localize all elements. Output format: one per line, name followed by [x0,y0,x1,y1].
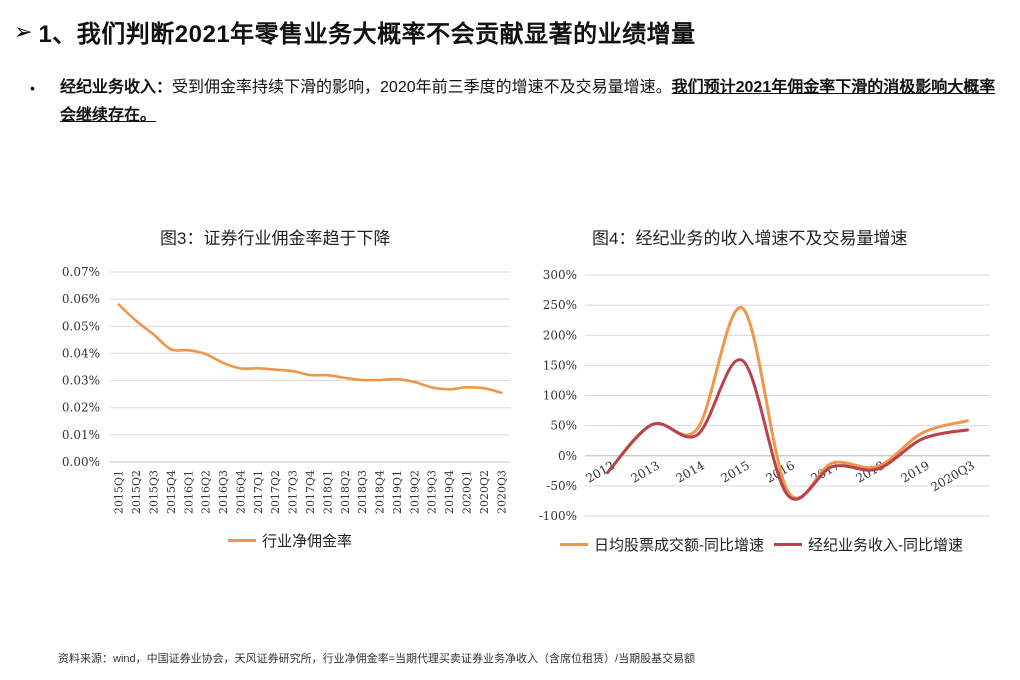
chart1-xtick-label: 2018Q1 [321,470,334,514]
chart2-legend: 日均股票成交额-同比增速 经纪业务收入-同比增速 [560,534,963,555]
bullet-emphasis: 我们预计2021年佣金率下滑的消极影响大概率会继续存在。 [60,79,996,124]
chart1-xtick-label: 2016Q3 [217,470,230,514]
chart2-legend-swatch-b [774,543,802,546]
chart2-xtick-label: 2020Q3 [928,458,977,494]
chart2-xtick-label: 2014 [674,458,708,486]
chart2-xtick-label: 2018 [854,458,887,485]
chart1-xtick-label: 2017Q1 [252,470,265,514]
chart1-ytick-label: 0.07% [62,265,100,279]
chart1-svg: 0.07% 0.06% 0.05% 0.04% 0.03% 0.02% 0.01% 0.00%… [62,265,510,514]
chart1-series-line [117,303,503,395]
chart2-ytick-label: 100% [543,389,577,403]
chart1-ytick-label: 0.04% [62,346,100,360]
chart1-xtick-label: 2016Q4 [234,470,247,514]
chart2-series-line-income [606,358,969,501]
bullet-paragraph: • 经纪业务收入：受到佣金率持续下滑的影响，2020年前三季度的增速不及交易量增… [30,74,1000,130]
chart1-xtick-label: 2015Q3 [147,470,160,514]
bullet-label: 经纪业务收入： [60,79,173,96]
chart1-xtick-label: 2019Q1 [391,470,404,514]
chart1-xtick-label: 2020Q3 [495,470,508,514]
chart1-legend: 行业净佣金率 [228,530,352,551]
chart1-xtick-label: 2020Q1 [461,470,474,514]
chart2-legend-label-a: 日均股票成交额-同比增速 [594,537,764,554]
chart1-legend-label: 行业净佣金率 [262,533,353,550]
chart1-ytick-label: 0.06% [62,292,100,306]
chart1-xtick-label: 2016Q2 [200,470,213,514]
chart1-ytick-label: 0.00% [62,455,100,469]
chart2-ytick-label: 300% [543,268,577,282]
chart1-xtick-label: 2020Q2 [478,470,491,514]
chart1-ytick-label: 0.01% [62,428,100,442]
chart1-xtick-label: 2015Q2 [130,470,143,514]
chart2-ytick-label: 200% [543,328,577,342]
chart2-title: 图4：经纪业务的收入增速不及交易量增速 [592,229,908,248]
chart2-xtick-label: 2019 [899,458,932,485]
arrow-icon: ➢ [14,18,33,44]
chart2-ytick-label: 250% [543,298,577,312]
chart1-title: 图3：证券行业佣金率趋于下降 [160,229,391,248]
chart1-xtick-label: 2019Q4 [443,470,456,514]
chart2-ytick-label: -50% [546,479,577,493]
chart1-xtick-label: 2018Q2 [339,470,352,514]
chart1-ytick-label: 0.03% [62,374,100,388]
chart2-legend-swatch-a [560,543,588,546]
chart1-xtick-label: 2015Q4 [165,470,178,514]
chart2-ytick-label: -100% [539,509,577,523]
chart2-xtick-label: 2012 [584,458,617,485]
chart1-legend-swatch [228,539,256,542]
chart2-ytick-label: 50% [550,419,577,433]
chart1-ytick-label: 0.02% [62,401,100,415]
chart1-xtick-label: 2017Q4 [304,470,317,514]
chart1-xtick-label: 2019Q3 [426,470,439,514]
page-title: 1、我们判断2021年零售业务大概率不会贡献显著的业绩增量 [38,21,696,48]
chart2-ytick-label: 150% [543,358,577,372]
bullet-body: 受到佣金率持续下滑的影响，2020年前三季度的增速不及交易量增速。 [172,79,672,96]
chart1-xtick-label: 2019Q2 [408,470,421,514]
chart1-xtick-label: 2017Q3 [287,470,300,514]
source-note: 资料来源：wind，中国证券业协会，天风证券研究所，行业净佣金率=当期代理买卖证… [58,653,696,665]
chart1-xtick-label: 2017Q2 [269,470,282,514]
chart2-legend-label-b: 经纪业务收入-同比增速 [808,537,963,554]
chart2-xtick-label: 2015 [719,458,752,485]
chart1-xtick-label: 2018Q4 [374,470,387,514]
chart1-ytick-label: 0.05% [62,319,100,333]
chart1-xtick-label: 2015Q1 [113,470,126,514]
chart2-ytick-label: 0% [558,449,577,463]
chart2-xtick-label: 2013 [629,458,662,485]
chart2-svg: 300% 250% 200% 150% 100% 50% 0% -50% -100% 2012 20… [539,268,990,523]
chart1-xtick-label: 2018Q3 [356,470,369,514]
chart1-xtick-label: 2016Q1 [182,470,195,514]
page-header: ➢ 1、我们判断2021年零售业务大概率不会贡献显著的业绩增量 [14,14,696,49]
bullet-dot-icon: • [30,80,35,96]
bullet-text: 经纪业务收入：受到佣金率持续下滑的影响，2020年前三季度的增速不及交易量增速。… [60,74,1000,130]
